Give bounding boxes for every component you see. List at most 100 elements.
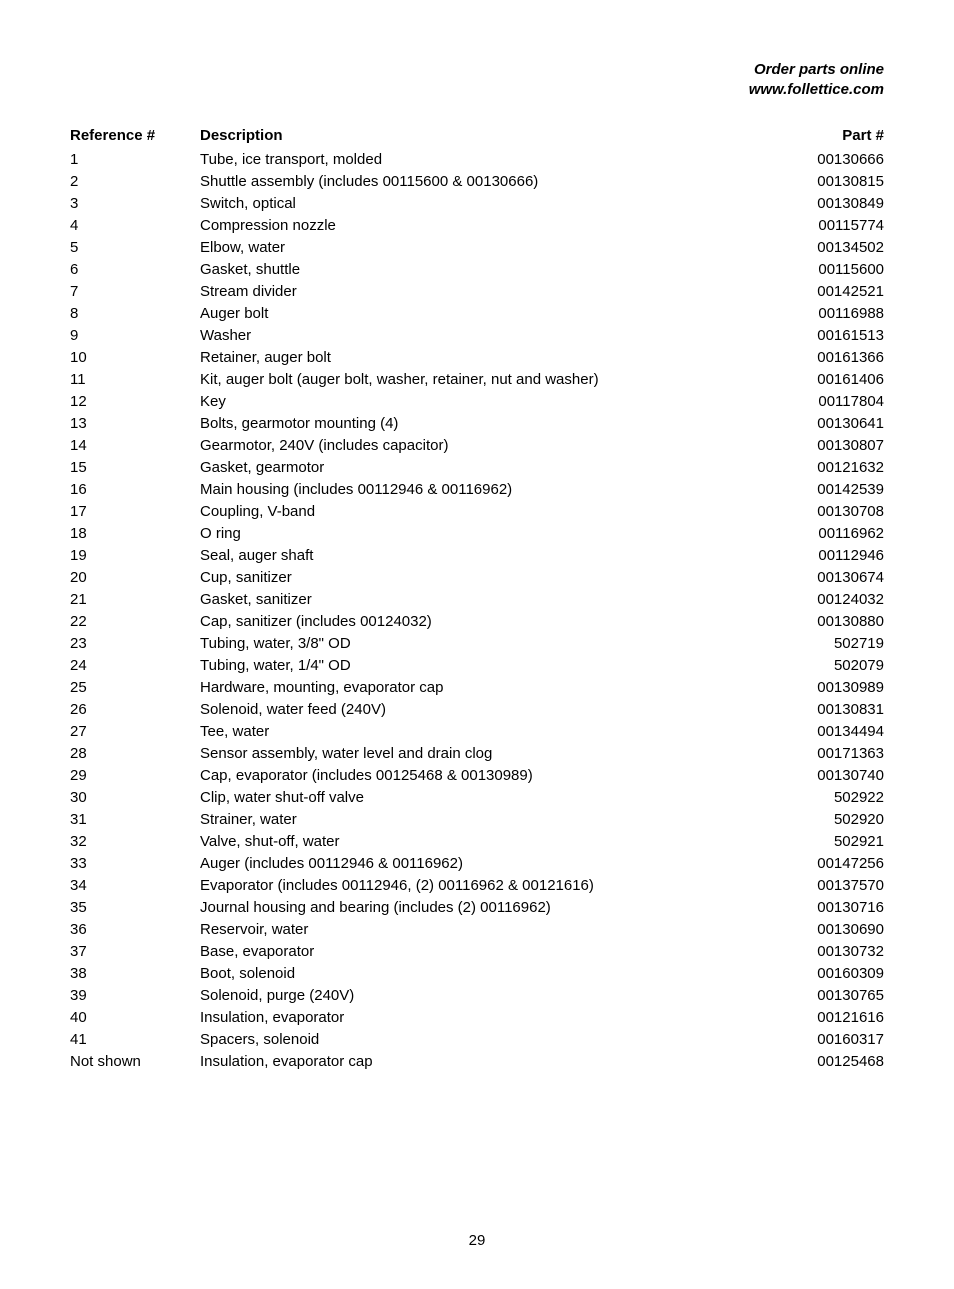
cell-reference: 18 xyxy=(70,522,200,544)
cell-reference: Not shown xyxy=(70,1050,200,1072)
cell-part: 00124032 xyxy=(774,588,884,610)
cell-reference: 4 xyxy=(70,214,200,236)
table-row: 8Auger bolt00116988 xyxy=(70,302,884,324)
table-row: 41Spacers, solenoid00160317 xyxy=(70,1028,884,1050)
cell-description: Solenoid, water feed (240V) xyxy=(200,698,774,720)
cell-description: Spacers, solenoid xyxy=(200,1028,774,1050)
cell-reference: 26 xyxy=(70,698,200,720)
cell-description: Main housing (includes 00112946 & 001169… xyxy=(200,478,774,500)
cell-reference: 31 xyxy=(70,808,200,830)
table-row: 36Reservoir, water00130690 xyxy=(70,918,884,940)
cell-part: 00142539 xyxy=(774,478,884,500)
cell-part: 00137570 xyxy=(774,874,884,896)
header-line-1: Order parts online xyxy=(70,60,884,80)
table-row: 6Gasket, shuttle00115600 xyxy=(70,258,884,280)
table-row: 23Tubing, water, 3/8" OD502719 xyxy=(70,632,884,654)
cell-description: Valve, shut-off, water xyxy=(200,830,774,852)
table-row: 22Cap, sanitizer (includes 00124032)0013… xyxy=(70,610,884,632)
cell-part: 00160309 xyxy=(774,962,884,984)
cell-part: 00130740 xyxy=(774,764,884,786)
table-row: 31Strainer, water502920 xyxy=(70,808,884,830)
cell-part: 00161366 xyxy=(774,346,884,368)
cell-part: 00171363 xyxy=(774,742,884,764)
cell-part: 00130690 xyxy=(774,918,884,940)
table-row: 29Cap, evaporator (includes 00125468 & 0… xyxy=(70,764,884,786)
cell-description: Reservoir, water xyxy=(200,918,774,940)
cell-part: 00116962 xyxy=(774,522,884,544)
cell-description: Compression nozzle xyxy=(200,214,774,236)
table-row: 40Insulation, evaporator00121616 xyxy=(70,1006,884,1028)
cell-description: Tee, water xyxy=(200,720,774,742)
table-row: 32Valve, shut-off, water502921 xyxy=(70,830,884,852)
table-row: 11Kit, auger bolt (auger bolt, washer, r… xyxy=(70,368,884,390)
cell-reference: 34 xyxy=(70,874,200,896)
cell-reference: 6 xyxy=(70,258,200,280)
order-parts-header: Order parts online www.follettice.com xyxy=(70,60,884,99)
cell-reference: 2 xyxy=(70,170,200,192)
cell-reference: 7 xyxy=(70,280,200,302)
table-row: 20Cup, sanitizer00130674 xyxy=(70,566,884,588)
cell-description: Insulation, evaporator xyxy=(200,1006,774,1028)
cell-reference: 27 xyxy=(70,720,200,742)
table-row: 14Gearmotor, 240V (includes capacitor)00… xyxy=(70,434,884,456)
cell-description: Auger bolt xyxy=(200,302,774,324)
cell-description: Strainer, water xyxy=(200,808,774,830)
table-row: 13Bolts, gearmotor mounting (4)00130641 xyxy=(70,412,884,434)
cell-part: 00130765 xyxy=(774,984,884,1006)
table-row: 15Gasket, gearmotor00121632 xyxy=(70,456,884,478)
cell-description: Boot, solenoid xyxy=(200,962,774,984)
cell-part: 00130732 xyxy=(774,940,884,962)
cell-part: 00134502 xyxy=(774,236,884,258)
table-row: 12Key00117804 xyxy=(70,390,884,412)
cell-reference: 12 xyxy=(70,390,200,412)
cell-reference: 25 xyxy=(70,676,200,698)
table-row: 7Stream divider00142521 xyxy=(70,280,884,302)
table-row: 25Hardware, mounting, evaporator cap0013… xyxy=(70,676,884,698)
cell-reference: 35 xyxy=(70,896,200,918)
cell-part: 00121632 xyxy=(774,456,884,478)
cell-reference: 24 xyxy=(70,654,200,676)
cell-part: 00130674 xyxy=(774,566,884,588)
cell-reference: 23 xyxy=(70,632,200,654)
cell-description: Kit, auger bolt (auger bolt, washer, ret… xyxy=(200,368,774,390)
cell-reference: 8 xyxy=(70,302,200,324)
cell-description: Gasket, gearmotor xyxy=(200,456,774,478)
table-row: 10Retainer, auger bolt00161366 xyxy=(70,346,884,368)
cell-part: 00112946 xyxy=(774,544,884,566)
cell-reference: 20 xyxy=(70,566,200,588)
cell-part: 00142521 xyxy=(774,280,884,302)
table-row: 9Washer00161513 xyxy=(70,324,884,346)
table-row: 4Compression nozzle00115774 xyxy=(70,214,884,236)
cell-reference: 28 xyxy=(70,742,200,764)
table-row: 5Elbow, water00134502 xyxy=(70,236,884,258)
cell-description: Washer xyxy=(200,324,774,346)
cell-description: Gasket, sanitizer xyxy=(200,588,774,610)
cell-description: Evaporator (includes 00112946, (2) 00116… xyxy=(200,874,774,896)
table-row: 38Boot, solenoid00160309 xyxy=(70,962,884,984)
cell-description: Clip, water shut-off valve xyxy=(200,786,774,808)
column-header-part: Part # xyxy=(774,127,884,148)
cell-description: Solenoid, purge (240V) xyxy=(200,984,774,1006)
cell-description: Cap, sanitizer (includes 00124032) xyxy=(200,610,774,632)
cell-part: 00116988 xyxy=(774,302,884,324)
cell-reference: 37 xyxy=(70,940,200,962)
table-row: 19Seal, auger shaft00112946 xyxy=(70,544,884,566)
cell-description: Coupling, V-band xyxy=(200,500,774,522)
cell-reference: 38 xyxy=(70,962,200,984)
table-row: 17Coupling, V-band00130708 xyxy=(70,500,884,522)
cell-part: 502079 xyxy=(774,654,884,676)
header-line-2: www.follettice.com xyxy=(70,80,884,100)
cell-reference: 15 xyxy=(70,456,200,478)
cell-part: 502922 xyxy=(774,786,884,808)
table-row: 35Journal housing and bearing (includes … xyxy=(70,896,884,918)
cell-description: Retainer, auger bolt xyxy=(200,346,774,368)
cell-reference: 30 xyxy=(70,786,200,808)
cell-reference: 33 xyxy=(70,852,200,874)
cell-part: 00134494 xyxy=(774,720,884,742)
cell-part: 00160317 xyxy=(774,1028,884,1050)
cell-description: Tube, ice transport, molded xyxy=(200,148,774,170)
table-row: 1Tube, ice transport, molded00130666 xyxy=(70,148,884,170)
cell-description: Hardware, mounting, evaporator cap xyxy=(200,676,774,698)
cell-reference: 13 xyxy=(70,412,200,434)
cell-part: 00130716 xyxy=(774,896,884,918)
